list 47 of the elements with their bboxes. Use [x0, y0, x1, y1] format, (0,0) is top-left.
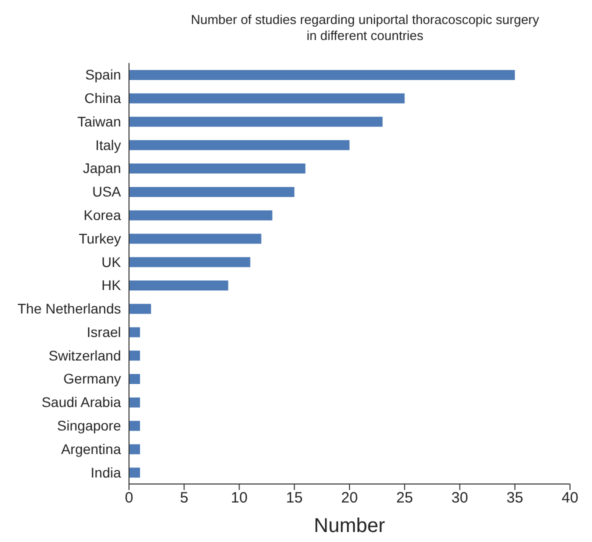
y-tick-label: Germany [63, 370, 121, 387]
x-tick-label: 5 [180, 490, 188, 507]
y-tick-label: Italy [95, 136, 121, 153]
bar [129, 257, 250, 268]
y-tick-label: UK [102, 254, 122, 270]
y-tick-label: India [90, 464, 122, 480]
y-tick-label: Argentina [61, 440, 122, 457]
y-tick-label: Korea [84, 207, 122, 223]
bar [129, 210, 272, 220]
x-tick-label: 10 [230, 490, 248, 507]
bar [129, 93, 405, 104]
bar [129, 350, 140, 361]
x-tick-label: 35 [506, 490, 524, 507]
y-tick-label: HK [102, 277, 122, 294]
y-tick-label: Spain [85, 66, 121, 83]
bar [129, 164, 306, 174]
bar [129, 140, 350, 150]
bar [129, 186, 294, 197]
x-tick-label: 0 [124, 490, 134, 507]
bar [129, 234, 262, 244]
bar [129, 327, 140, 338]
bar [129, 468, 140, 478]
bar [129, 420, 140, 431]
x-tick-label: 25 [396, 490, 413, 507]
y-tick-label: The Netherlands [17, 300, 121, 317]
bar [129, 70, 515, 80]
y-tick-label: Singapore [57, 418, 122, 434]
y-tick-label: China [84, 90, 122, 106]
bar [129, 280, 228, 290]
bar [129, 397, 140, 408]
bar [129, 444, 140, 454]
x-tick-label: 20 [341, 490, 358, 507]
y-tick-label: Saudi Arabia [42, 394, 122, 410]
y-tick-label: Turkey [78, 230, 121, 246]
x-tick-label: 15 [286, 490, 303, 507]
y-tick-label: USA [92, 184, 122, 200]
x-tick-label: 40 [562, 490, 578, 507]
y-tick-label: Switzerland [48, 347, 121, 364]
bar [129, 304, 152, 314]
y-tick-label: Israel [86, 324, 121, 340]
y-tick-label: Taiwan [77, 113, 121, 130]
bar [129, 374, 140, 384]
y-tick-label: Japan [82, 160, 121, 176]
x-axis-title: Number [314, 515, 386, 537]
x-tick-label: 30 [451, 490, 468, 507]
chart-title: Number of studies regarding uniportal thoracoscopic surgery in different countries [190, 12, 540, 44]
bar [129, 116, 383, 127]
